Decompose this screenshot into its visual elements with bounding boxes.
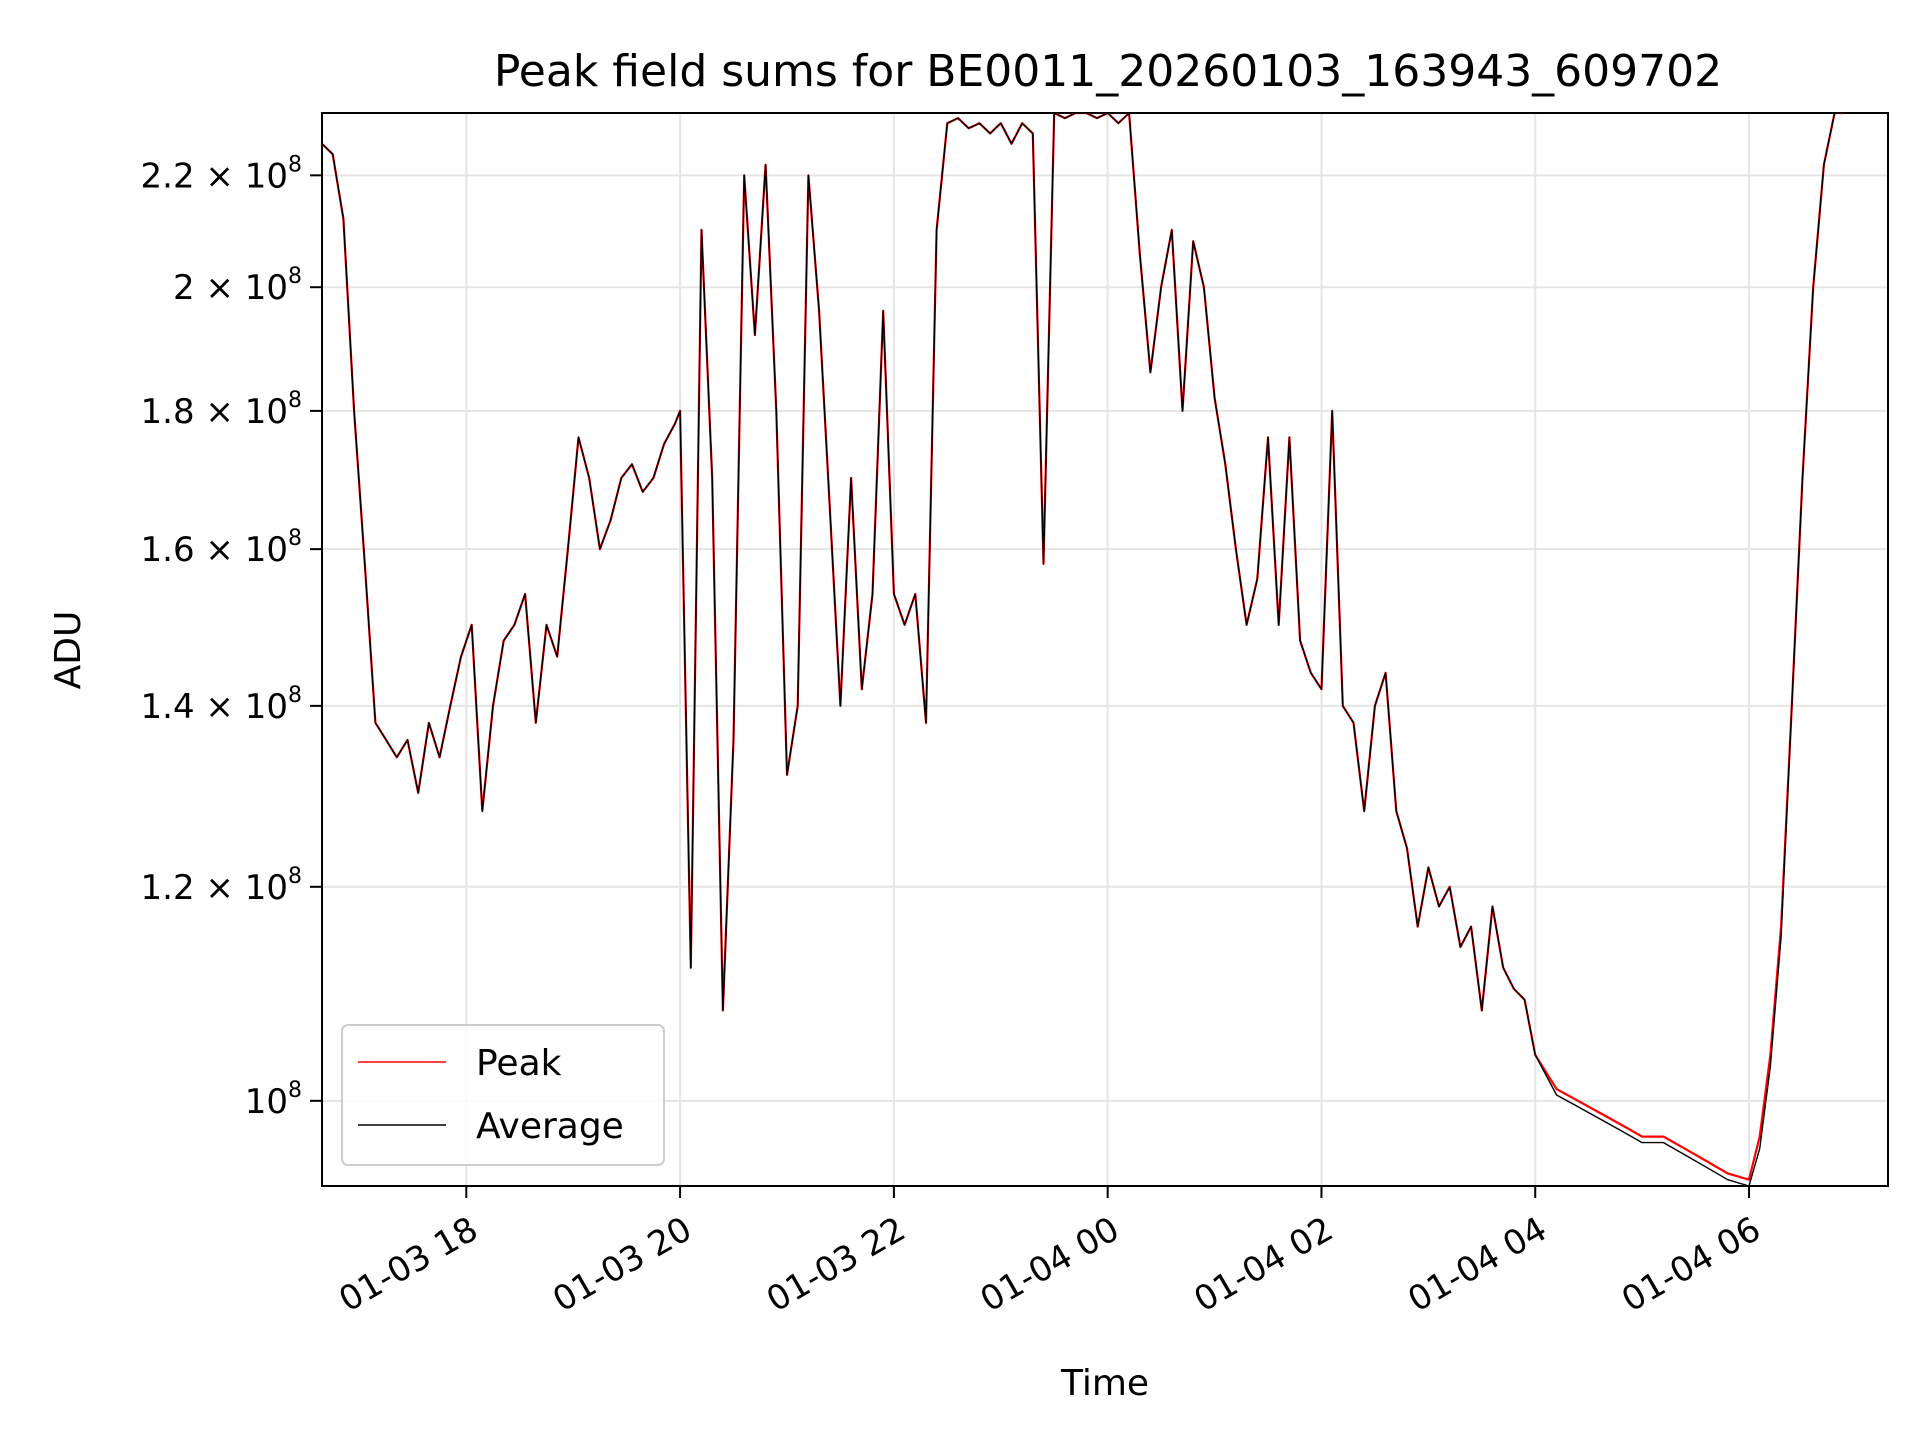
y-tick-label: 1.6 × 108 xyxy=(141,526,302,570)
y-tick-label: 108 xyxy=(245,1078,302,1122)
legend-label-peak: Peak xyxy=(476,1043,562,1084)
legend-box xyxy=(341,1024,665,1166)
y-tick-label: 2.2 × 108 xyxy=(141,152,302,196)
y-tick-label: 1.2 × 108 xyxy=(141,864,302,908)
y-tick-label: 1.4 × 108 xyxy=(141,683,302,727)
x-axis-label: Time xyxy=(1060,1363,1149,1404)
series-layer xyxy=(322,113,1846,1186)
legend: Peak Average xyxy=(341,1024,665,1166)
y-axis-label: ADU xyxy=(48,611,89,690)
legend-label-average: Average xyxy=(476,1106,624,1147)
series-line-average xyxy=(322,113,1846,1186)
y-axis-ticks: 108 1.2 × 108 1.4 × 108 1.6 × 108 1.8 × 108 2… xyxy=(141,152,322,1122)
chart-title: Peak field sums for BE0011_20260103_1639… xyxy=(494,46,1722,97)
y-tick-label: 2 × 108 xyxy=(173,264,302,308)
plot-area xyxy=(321,112,1889,1187)
y-tick-label: 1.8 × 108 xyxy=(141,388,302,432)
grid-lines xyxy=(322,113,1888,1186)
